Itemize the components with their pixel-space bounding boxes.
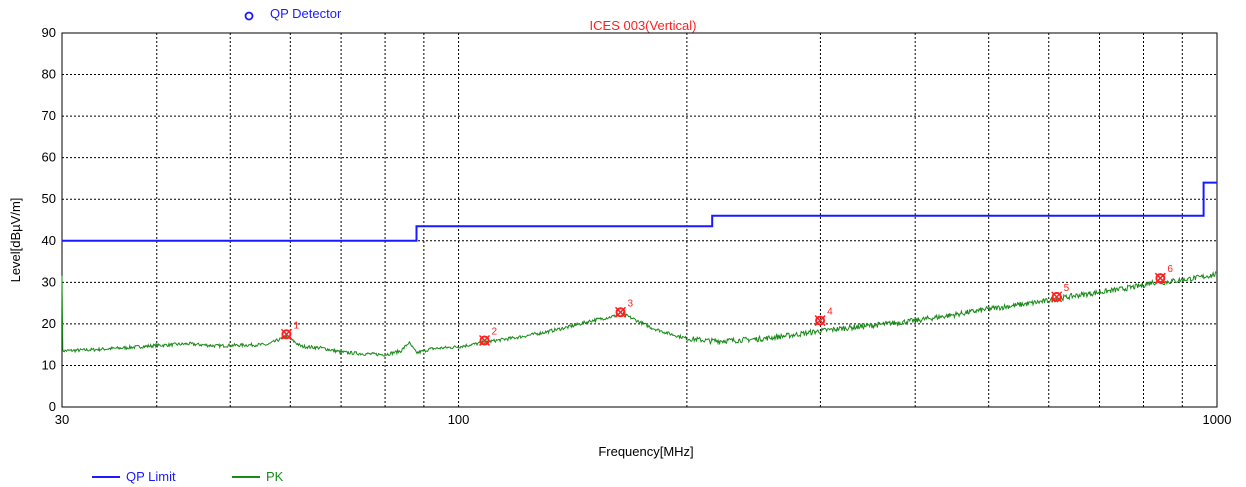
peak-marker <box>479 335 490 346</box>
pk-legend-label: PK <box>266 469 284 484</box>
peak-marker-label: 6 <box>1167 264 1173 275</box>
peak-marker-label: 3 <box>628 298 634 309</box>
y-tick-label: 20 <box>42 316 56 331</box>
peak-marker-cross <box>280 328 292 340</box>
pk-trace <box>61 270 1218 357</box>
qp-limit-legend-label: QP Limit <box>126 469 176 484</box>
peak-marker-label: 1 <box>293 320 299 331</box>
bottom-legend: QP Limit PK <box>92 469 284 484</box>
peak-marker-cross <box>814 315 826 327</box>
qp-limit-line <box>62 181 1217 242</box>
chart-title: ICES 003(Vertical) <box>590 18 697 33</box>
detector-circle-icon <box>244 11 254 21</box>
detector-label: QP Detector <box>270 6 342 21</box>
y-tick-label: 10 <box>42 357 56 372</box>
detector-legend: QP Detector <box>244 6 342 21</box>
peak-marker <box>1155 273 1166 284</box>
y-tick-label: 0 <box>49 399 56 414</box>
chart-grid <box>62 33 1217 407</box>
peak-marker-cross <box>1051 291 1063 303</box>
peak-marker-label: 5 <box>1064 283 1070 294</box>
peak-marker-label: 4 <box>827 307 833 318</box>
series-layer <box>61 181 1218 357</box>
y-tick-label: 70 <box>42 108 56 123</box>
tick-layer: 0 10 20 30 40 50 60 70 80 90 30 100 1000 <box>42 25 1232 427</box>
peak-marker <box>1051 291 1062 302</box>
x-tick-label: 1000 <box>1203 412 1232 427</box>
x-tick-label: 30 <box>55 412 69 427</box>
peak-marker <box>815 315 826 326</box>
y-tick-label: 80 <box>42 67 56 82</box>
y-tick-label: 90 <box>42 25 56 40</box>
y-tick-label: 60 <box>42 150 56 165</box>
x-tick-label: 100 <box>448 412 470 427</box>
plot-frame <box>61 32 1218 408</box>
y-tick-label: 40 <box>42 233 56 248</box>
y-axis-label: Level[dBµV/m] <box>8 198 23 283</box>
x-axis-label: Frequency[MHz] <box>598 444 693 459</box>
peak-marker <box>281 329 292 340</box>
peak-marker-label: 2 <box>492 327 498 338</box>
peak-marker <box>615 307 626 318</box>
marker-layer: 1 2 3 4 5 6 <box>280 264 1173 347</box>
y-tick-label: 30 <box>42 274 56 289</box>
peak-marker-cross <box>614 306 627 318</box>
peak-marker-cross <box>1154 272 1166 284</box>
peak-marker-cross <box>478 334 491 347</box>
y-tick-label: 50 <box>42 191 56 206</box>
